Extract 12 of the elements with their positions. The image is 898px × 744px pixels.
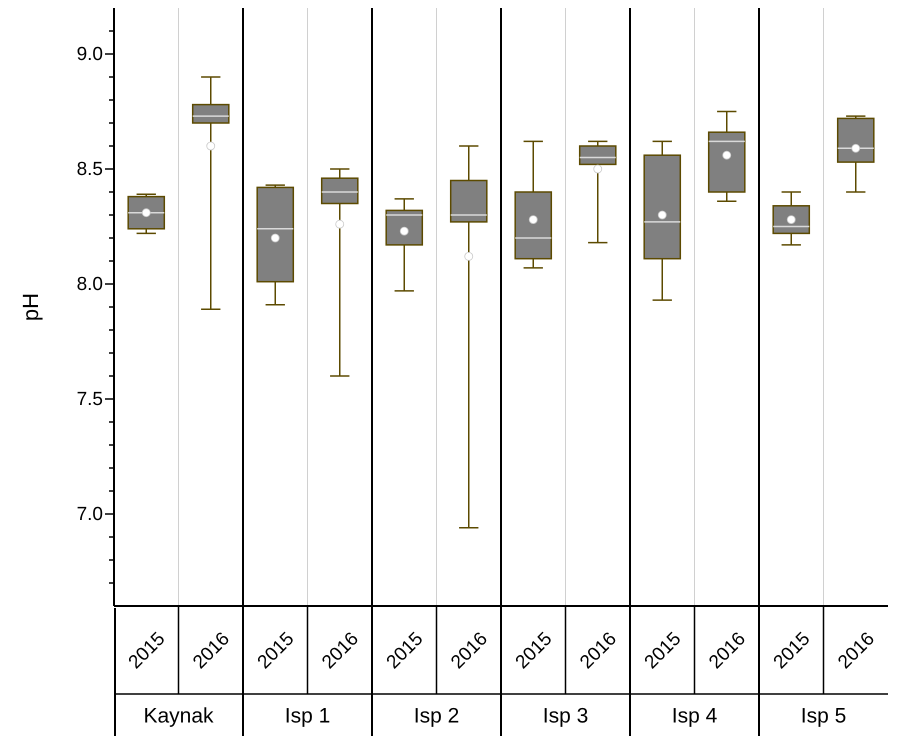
y-tick-label: 8.0 xyxy=(76,274,103,296)
text: Isp 1 xyxy=(284,704,330,728)
text: Isp 5 xyxy=(800,704,846,728)
y-tick-label: 7.0 xyxy=(76,504,103,526)
y-tick-label: 9.0 xyxy=(76,44,103,66)
y-tick-label: 7.5 xyxy=(76,389,103,410)
y-axis-title: pH xyxy=(18,292,43,322)
text: Isp 2 xyxy=(414,704,460,728)
text: Kaynak xyxy=(143,704,214,728)
text: Isp 4 xyxy=(672,704,718,728)
text: Isp 3 xyxy=(542,704,588,728)
y-tick-label: 8.5 xyxy=(76,159,103,180)
